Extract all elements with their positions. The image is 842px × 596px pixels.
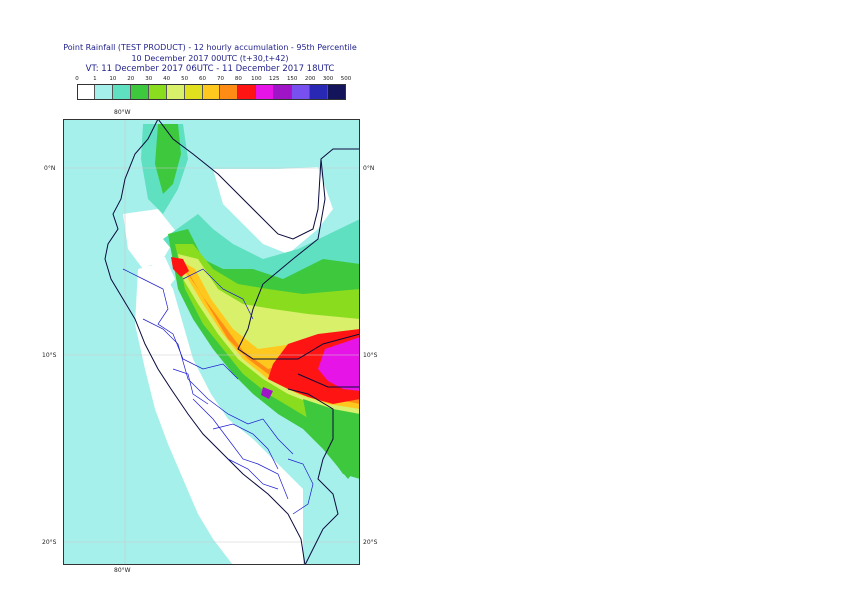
dry-land-coast [135,264,303,565]
legend-swatch [130,84,149,100]
lon-label-top: 80°W [114,109,131,116]
color-legend: 0 1 10 20 30 40 50 60 70 80 100 125 150 200 300 500 [0,0,842,110]
legend-tick-label: 125 [269,76,280,82]
border-bolivia [297,373,360,388]
legend-tick-label: 20 [127,76,135,82]
legend-swatch [112,84,131,100]
band-125 [318,337,360,391]
legend-frame [77,84,346,100]
border-southeast [287,388,339,565]
graticule [63,119,360,565]
legend-tick-label: 200 [304,76,316,82]
dry-land-north [213,167,333,254]
legend-tick-label: 100 [251,76,262,82]
legend-swatch [77,84,95,100]
chart-subtitle-validity: VT: 11 December 2017 06UTC - 11 December… [85,64,335,74]
legend-swatch [238,84,257,100]
legend-tick-label: 1 [93,76,97,82]
band-100-north [171,257,189,277]
legend-tick-label: 40 [163,76,171,82]
lat-label-0-left: 0°N [44,165,56,172]
legend-tick-label: 500 [340,76,352,82]
lon-label-bottom: 80°W [114,567,131,574]
internal-borders [122,268,314,515]
dry-land-northwest [123,209,178,269]
legend-tick-label: 60 [199,76,207,82]
chart-subtitle-run: 10 December 2017 00UTC (t+30,t+42) [131,54,289,63]
chart-title: Point Rainfall (TEST PRODUCT) - 12 hourl… [63,43,357,52]
legend-swatch [292,84,311,100]
legend-swatch [220,84,239,100]
legend-tick-label: 80 [234,76,242,82]
lat-label-20-left: 20°S [42,539,57,546]
lat-label-20-right: 20°S [363,539,378,546]
legend-swatch [256,84,275,100]
lat-label-10-left: 10°S [42,352,57,359]
legend-tick-label: 50 [181,76,189,82]
legend-swatch [94,84,113,100]
dry-land-coastal-strip [151,257,175,294]
coastline-borders [104,119,360,565]
legend-tick-label: 10 [109,76,117,82]
band-20-nw [155,124,181,194]
lat-label-10-right: 10°S [363,352,378,359]
legend-tick-label: 0 [75,76,79,82]
legend-tick-label: 150 [286,76,298,82]
band-20-south [303,399,360,479]
rainfall-map [63,119,360,565]
legend-tick-label: 70 [216,76,224,82]
legend-swatch [166,84,185,100]
legend-swatch [148,84,167,100]
coastline [104,119,306,565]
legend-tick-label: 300 [322,76,334,82]
border-east [237,158,360,360]
band-125-small [261,387,273,399]
legend-tick-label: 30 [145,76,153,82]
legend-swatch [310,84,329,100]
legend-swatch [274,84,293,100]
lat-label-0-right: 0°N [363,165,375,172]
legend-swatch [202,84,221,100]
legend-swatch [184,84,203,100]
